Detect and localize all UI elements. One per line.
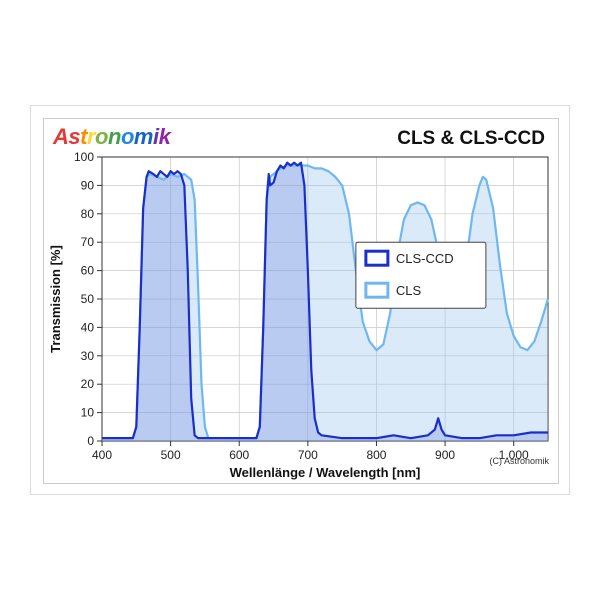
transmission-chart: 4005006007008009001.00001020304050607080… bbox=[44, 119, 558, 483]
svg-text:700: 700 bbox=[298, 448, 318, 462]
svg-text:800: 800 bbox=[366, 448, 386, 462]
svg-text:Wellenlänge / Wavelength [nm]: Wellenlänge / Wavelength [nm] bbox=[230, 465, 421, 480]
chart-container: 4005006007008009001.00001020304050607080… bbox=[43, 118, 559, 484]
svg-text:0: 0 bbox=[87, 434, 94, 448]
svg-text:Transmission [%]: Transmission [%] bbox=[48, 245, 63, 353]
svg-text:20: 20 bbox=[81, 377, 95, 391]
svg-text:60: 60 bbox=[81, 264, 95, 278]
copyright-text: (C) Astronomik bbox=[489, 456, 549, 466]
svg-text:900: 900 bbox=[435, 448, 455, 462]
svg-text:50: 50 bbox=[81, 292, 95, 306]
svg-text:CLS: CLS bbox=[396, 283, 422, 298]
chart-title: CLS & CLS-CCD bbox=[397, 128, 545, 150]
svg-text:10: 10 bbox=[81, 406, 95, 420]
svg-text:90: 90 bbox=[81, 178, 95, 192]
svg-text:600: 600 bbox=[229, 448, 249, 462]
svg-text:400: 400 bbox=[92, 448, 112, 462]
svg-text:70: 70 bbox=[81, 235, 95, 249]
svg-text:40: 40 bbox=[81, 320, 95, 334]
svg-text:30: 30 bbox=[81, 349, 95, 363]
svg-text:100: 100 bbox=[74, 150, 94, 164]
svg-text:500: 500 bbox=[161, 448, 181, 462]
svg-text:CLS-CCD: CLS-CCD bbox=[396, 251, 454, 266]
astronomik-logo: Astronomik bbox=[53, 124, 170, 150]
svg-text:80: 80 bbox=[81, 207, 95, 221]
